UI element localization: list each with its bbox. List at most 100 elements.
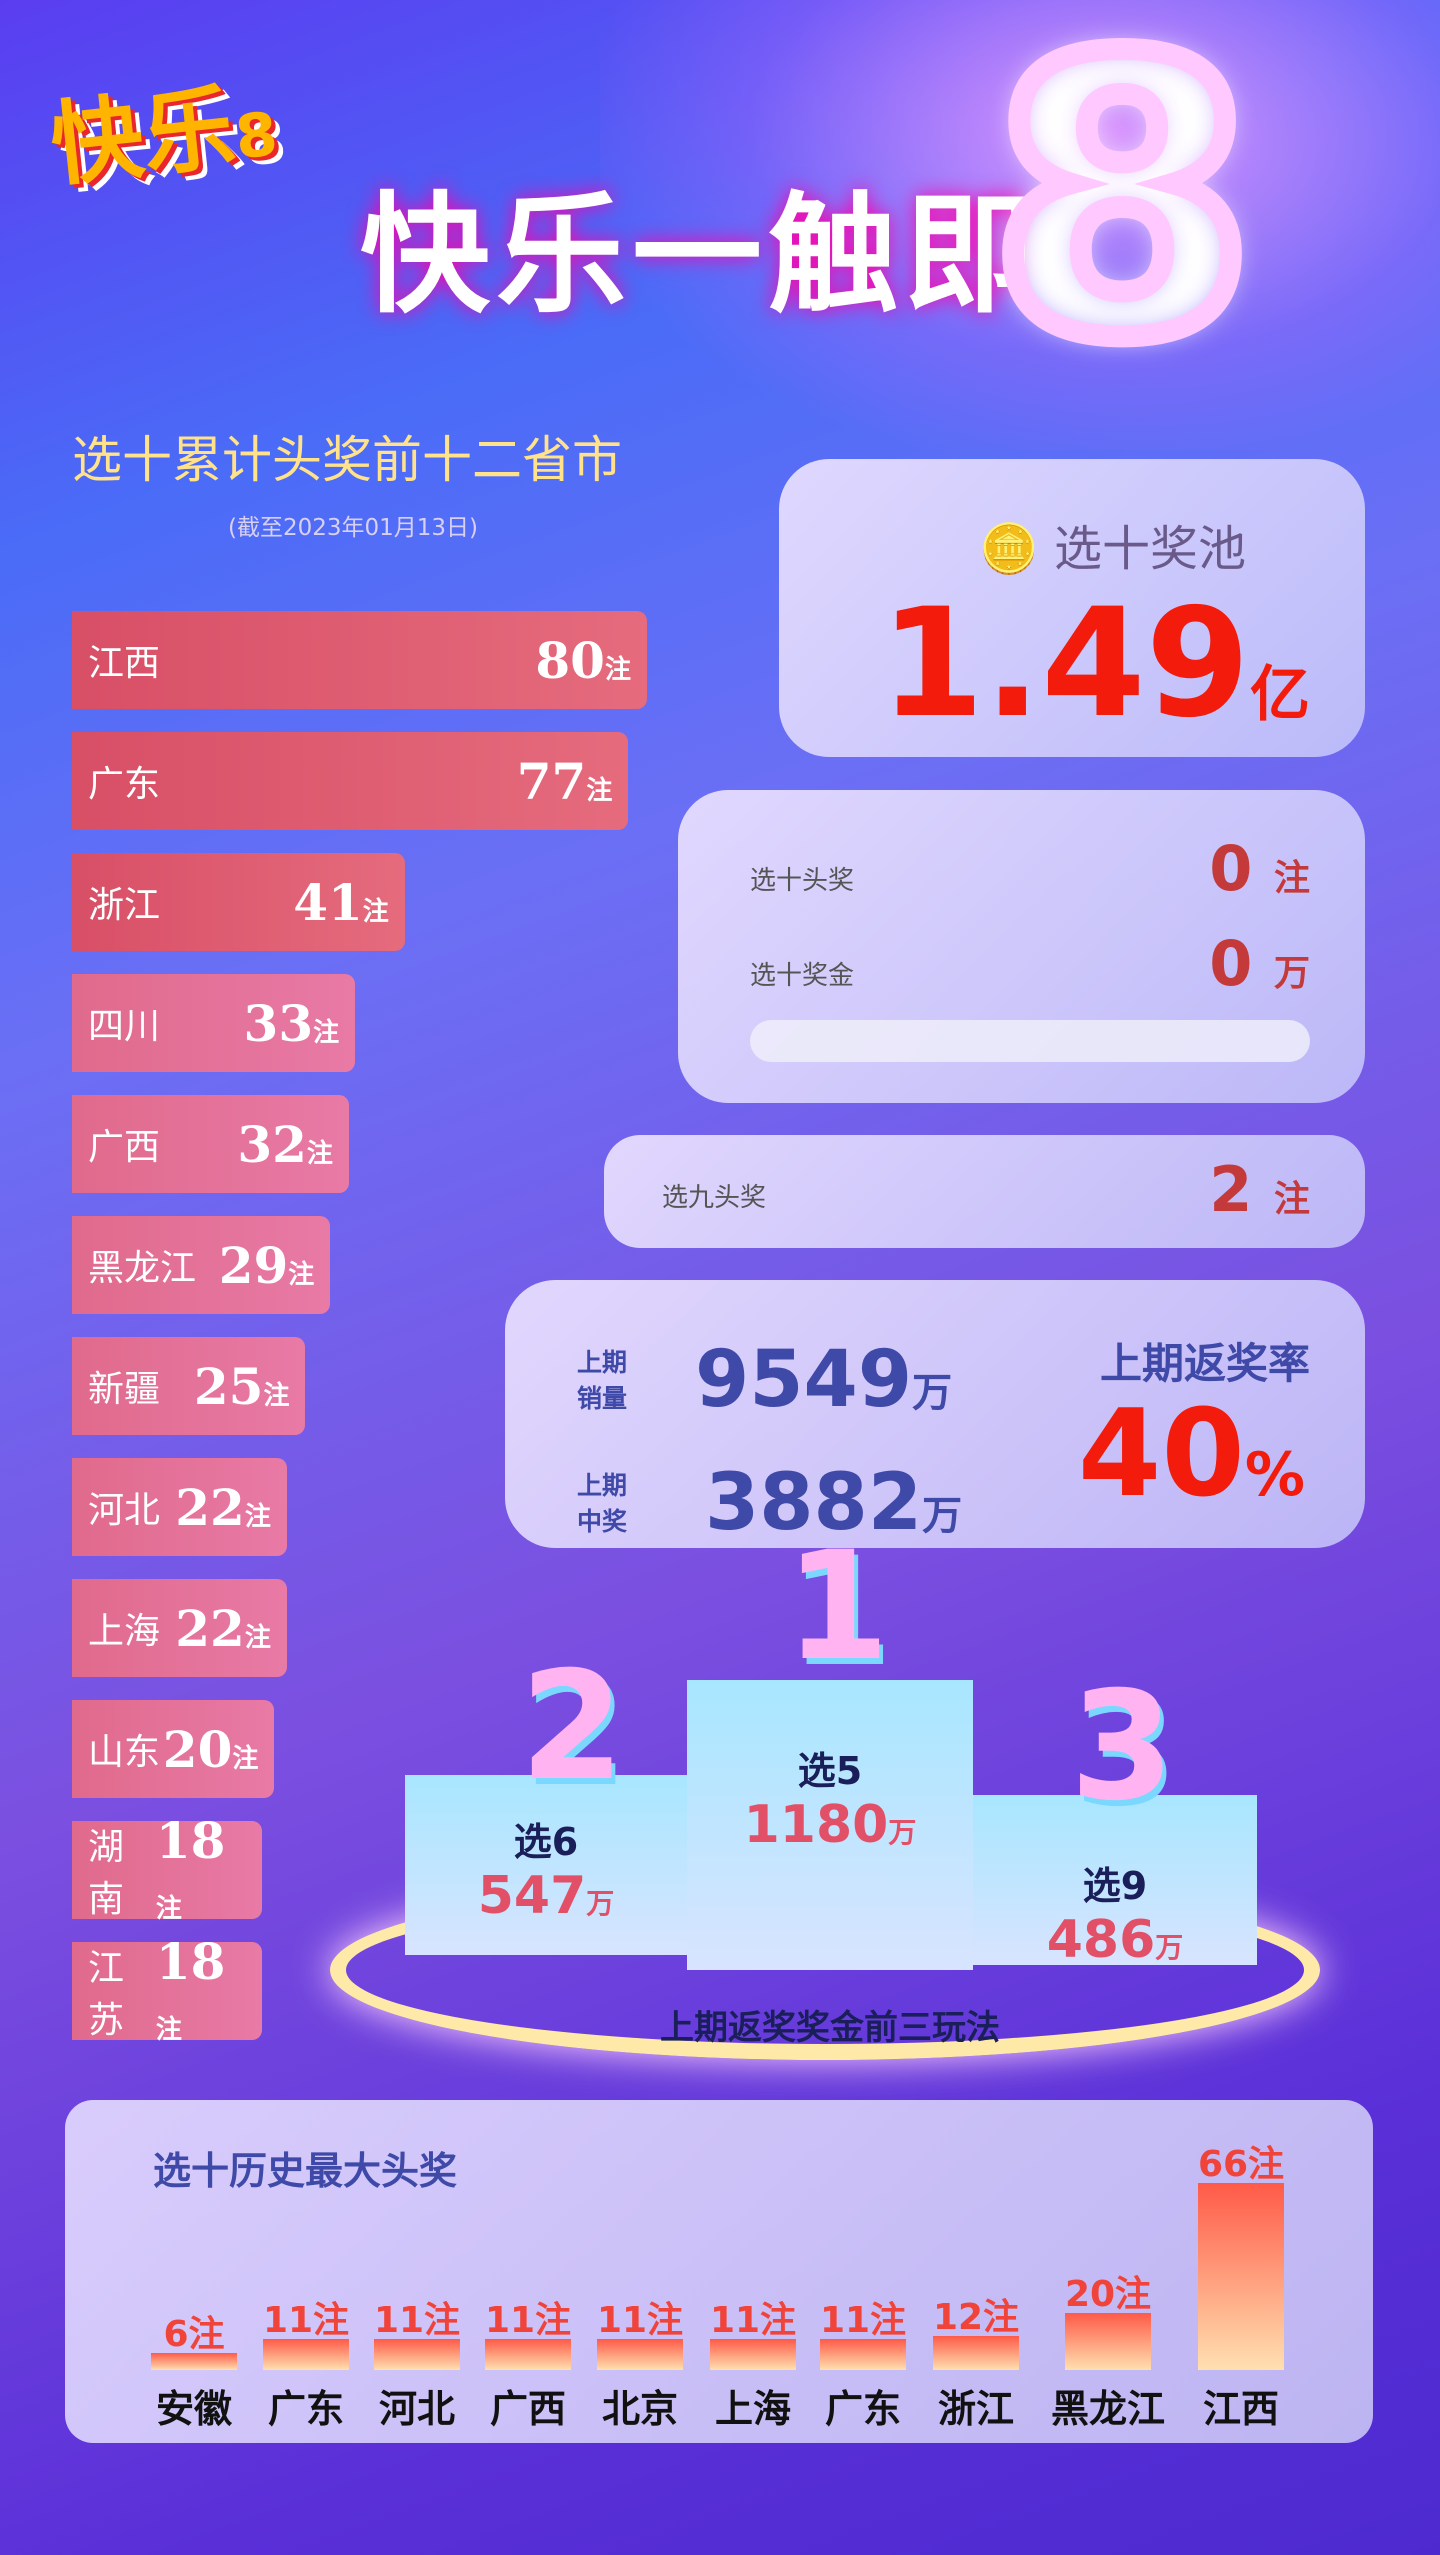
podium-3: 选9 486万 [973, 1795, 1257, 1970]
province-bar: 江苏 18注 [72, 1932, 262, 2045]
sales-label: 上期 销量 [577, 1348, 628, 1413]
rank-2: 2 [520, 1640, 625, 1814]
province-bar: 浙江 41注 [72, 853, 405, 951]
slogan: 快乐一触即 [360, 178, 1041, 331]
chart-bar [374, 2338, 460, 2370]
chart-bar [597, 2338, 683, 2370]
pool-label: 🪙 选十奖池 [979, 521, 1247, 577]
province-bar: 广东 77注 [72, 732, 629, 830]
chart-bar [485, 2338, 571, 2370]
province-count: 41注 [293, 872, 389, 932]
ranking-title: 选十累计头奖前十二省市 [72, 431, 622, 489]
category-label: 广东 [267, 2387, 344, 2431]
province-count: 77注 [516, 751, 613, 811]
province-count: 22注 [175, 1477, 271, 1537]
podium-2: 选6 547万 [405, 1775, 687, 1955]
last-period-card: 上期 销量 9549万 上期 中奖 3882万 上期返奖率 40% [505, 1280, 1365, 1548]
province-name: 四川 [88, 1006, 161, 1047]
province-name: 广东 [88, 764, 161, 805]
category-label: 广西 [489, 2387, 566, 2431]
top-prize-value: 0 注 [1209, 832, 1310, 905]
progress-bar [750, 1020, 1310, 1062]
kuaile8-logo: 快乐8 [45, 73, 281, 200]
category-label: 黑龙江 [1050, 2387, 1165, 2431]
province-bar: 河北 22注 [72, 1458, 287, 1556]
province-bar: 上海 22注 [72, 1579, 287, 1677]
province-name: 浙江 [88, 885, 161, 926]
province-name: 山东 [88, 1732, 161, 1773]
province-name: 湖南 [88, 1827, 125, 1920]
province-name: 江苏 [88, 1948, 125, 2041]
xuanjiu-label: 选九头奖 [662, 1183, 767, 1213]
bar-value-label: 11注 [484, 2299, 572, 2341]
province-name: 广西 [88, 1127, 161, 1168]
chart-bar [933, 2335, 1019, 2370]
ranking-subtitle: (截至2023年01月13日) [228, 515, 479, 541]
chart-bar [710, 2338, 796, 2370]
province-bar: 山东 20注 [72, 1700, 275, 1798]
prize-label: 选十奖金 [750, 961, 855, 991]
province-count: 80注 [535, 630, 631, 690]
province-count: 20注 [162, 1719, 259, 1779]
rate-value: 40% [1077, 1385, 1305, 1524]
sales-value: 9549万 [695, 1335, 953, 1425]
bar-value-label: 11注 [596, 2299, 684, 2341]
province-bar: 广西 32注 [72, 1095, 349, 1193]
province-count: 33注 [243, 993, 340, 1053]
bar-value-label: 11注 [709, 2299, 797, 2341]
pool-card: 🪙 选十奖池 1.49亿 [779, 459, 1365, 757]
history-card [65, 2100, 1373, 2443]
win-value: 3882万 [705, 1458, 963, 1548]
xuanshi-card: 选十头奖 0 注 选十奖金 0 万 [678, 790, 1365, 1103]
chart-title: 选十历史最大头奖 [153, 2149, 458, 2193]
province-bar: 黑龙江 29注 [72, 1216, 331, 1314]
top-prize-label: 选十头奖 [750, 866, 855, 896]
province-name: 河北 [88, 1490, 161, 1531]
podium-caption: 上期返奖奖金前三玩法 [660, 2008, 1000, 2048]
xuanjiu-card: 选九头奖 2 注 [604, 1135, 1365, 1248]
province-count: 22注 [175, 1598, 271, 1658]
rate-label: 上期返奖率 [1099, 1339, 1310, 1388]
province-count: 29注 [218, 1235, 315, 1295]
category-label: 上海 [714, 2387, 791, 2431]
bar-value-label: 11注 [262, 2299, 350, 2341]
category-label: 安徽 [155, 2387, 232, 2431]
province-name: 新疆 [88, 1369, 161, 1410]
header-glow [600, 0, 1440, 450]
bar-value-label: 6注 [163, 2313, 225, 2355]
province-count: 18注 [155, 1811, 226, 1924]
province-bar: 湖南 18注 [72, 1811, 262, 1924]
bar-value-label: 11注 [373, 2299, 461, 2341]
category-label: 浙江 [937, 2387, 1014, 2431]
chart-bar [1065, 2313, 1151, 2370]
bar-value-label: 11注 [819, 2299, 907, 2341]
pool-value: 1.49亿 [879, 577, 1310, 751]
win-label: 上期 中奖 [577, 1471, 628, 1536]
bar-value-label: 66注 [1197, 2143, 1285, 2185]
province-count: 18注 [155, 1932, 226, 2045]
prize-value: 0 万 [1209, 927, 1310, 1000]
category-label: 北京 [601, 2387, 678, 2431]
province-name: 黑龙江 [88, 1248, 197, 1289]
rank-3: 3 [1070, 1660, 1175, 1834]
category-label: 江西 [1202, 2387, 1279, 2431]
province-bar: 四川 33注 [72, 974, 356, 1072]
province-name: 上海 [88, 1611, 161, 1652]
xuanjiu-value: 2 注 [1209, 1153, 1310, 1226]
bar-value-label: 12注 [932, 2296, 1020, 2338]
chart-bar [820, 2338, 906, 2370]
category-label: 广东 [824, 2387, 901, 2431]
rank-1: 1 [785, 1520, 890, 1694]
coin-icon: 🪙 [979, 521, 1039, 577]
chart-bar [1198, 2182, 1284, 2370]
province-count: 25注 [193, 1356, 290, 1416]
province-bar: 江西 80注 [72, 611, 647, 709]
province-name: 江西 [88, 643, 161, 684]
chart-bar [263, 2338, 349, 2370]
category-label: 河北 [378, 2387, 455, 2431]
slogan-digit: 8 [979, 0, 1265, 421]
province-bar: 新疆 25注 [72, 1337, 306, 1435]
chart-bar [151, 2352, 237, 2370]
province-count: 32注 [237, 1114, 333, 1174]
podium-1: 选5 1180万 [687, 1680, 973, 1970]
